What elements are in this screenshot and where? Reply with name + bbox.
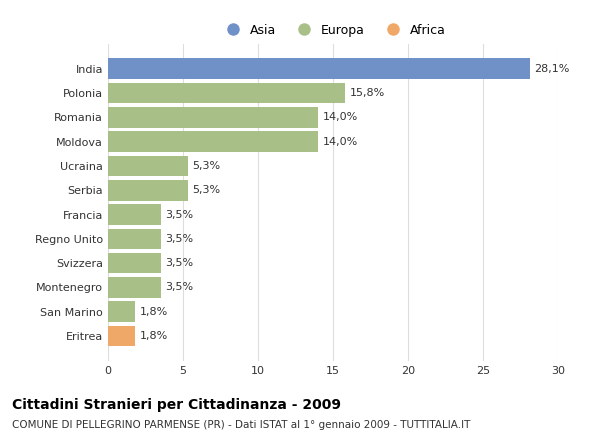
Text: 1,8%: 1,8% (139, 331, 168, 341)
Bar (108, 131, 318, 152)
Bar (108, 107, 318, 128)
Bar (108, 180, 187, 201)
Bar (108, 228, 161, 249)
Text: Cittadini Stranieri per Cittadinanza - 2009: Cittadini Stranieri per Cittadinanza - 2… (12, 398, 341, 412)
Bar (108, 277, 161, 298)
Text: 3,5%: 3,5% (165, 209, 193, 220)
Text: 3,5%: 3,5% (165, 282, 193, 293)
Legend: Asia, Europa, Africa: Asia, Europa, Africa (215, 18, 451, 41)
Bar (108, 83, 345, 103)
Text: 1,8%: 1,8% (139, 307, 168, 317)
Text: 3,5%: 3,5% (165, 258, 193, 268)
Bar (108, 253, 161, 274)
Text: 14,0%: 14,0% (323, 137, 358, 147)
Bar (108, 156, 187, 176)
Text: 3,5%: 3,5% (165, 234, 193, 244)
Bar (108, 326, 135, 346)
Text: 15,8%: 15,8% (349, 88, 385, 98)
Bar (108, 204, 161, 225)
Text: 14,0%: 14,0% (323, 112, 358, 122)
Text: 5,3%: 5,3% (192, 161, 220, 171)
Text: 28,1%: 28,1% (534, 64, 569, 74)
Text: COMUNE DI PELLEGRINO PARMENSE (PR) - Dati ISTAT al 1° gennaio 2009 - TUTTITALIA.: COMUNE DI PELLEGRINO PARMENSE (PR) - Dat… (12, 420, 470, 430)
Bar (108, 59, 530, 79)
Text: 5,3%: 5,3% (192, 185, 220, 195)
Bar (108, 301, 135, 322)
